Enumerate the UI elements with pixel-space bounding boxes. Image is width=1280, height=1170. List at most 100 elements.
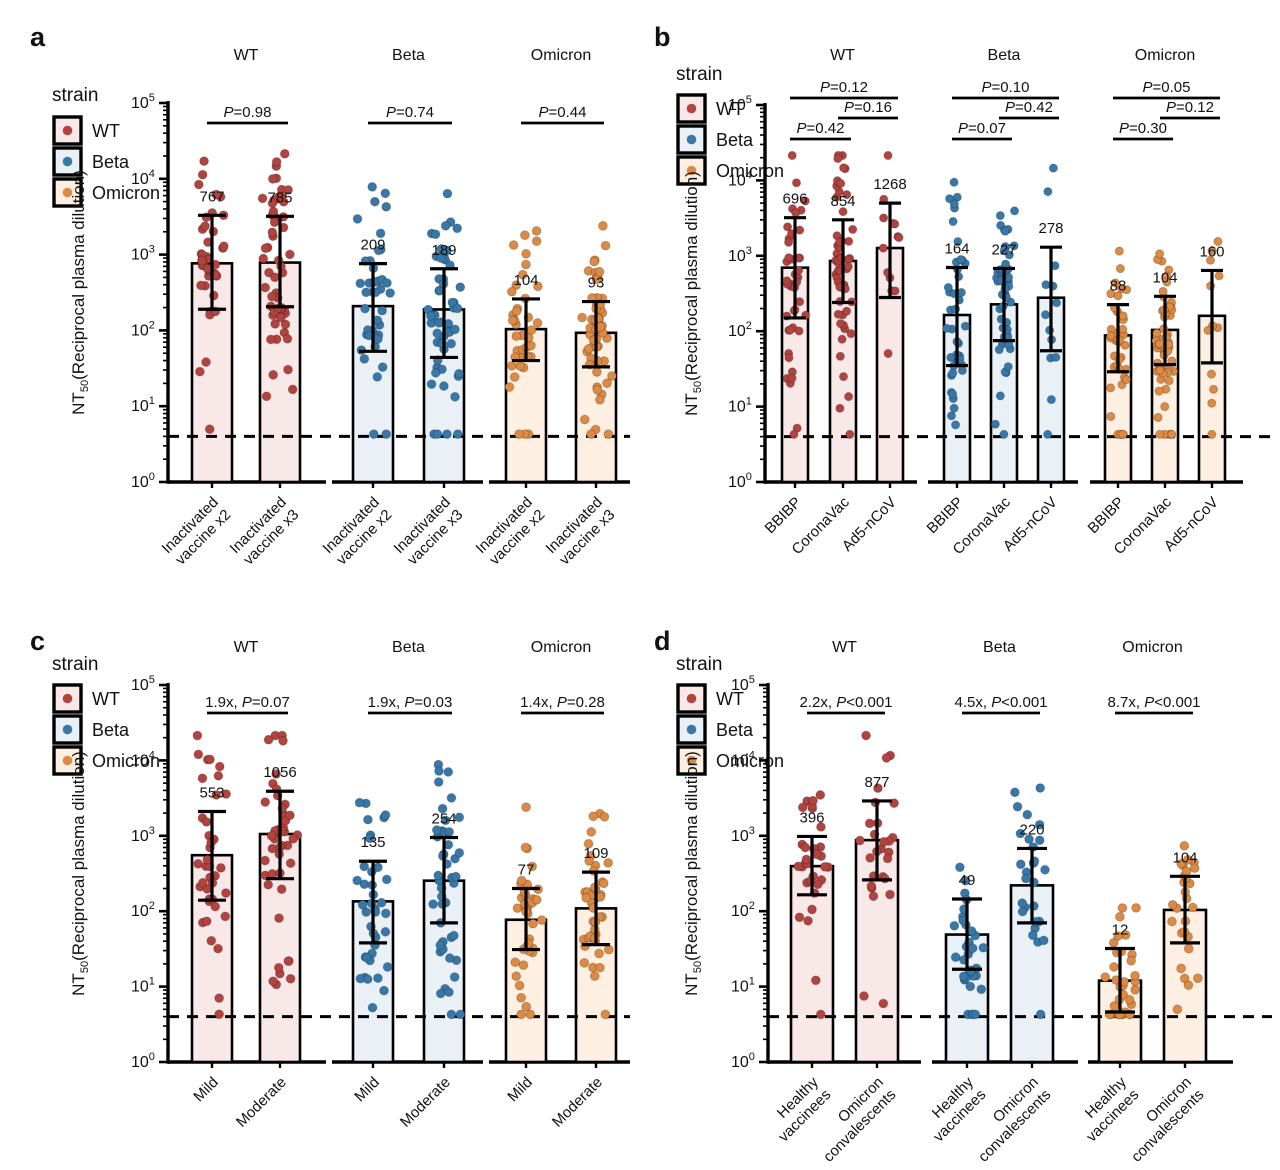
scatter-dots xyxy=(423,188,466,439)
data-point xyxy=(274,913,284,924)
data-point xyxy=(201,357,211,367)
data-point xyxy=(288,833,299,844)
data-point xyxy=(279,148,290,159)
data-point xyxy=(1205,255,1216,265)
data-point xyxy=(1015,828,1026,839)
data-point xyxy=(359,861,370,872)
data-point xyxy=(797,802,808,813)
data-point xyxy=(197,169,208,180)
strain-group-title: WT xyxy=(830,47,855,64)
data-point xyxy=(1024,834,1034,845)
data-point xyxy=(377,362,388,373)
legend-swatch-omicron xyxy=(676,155,707,186)
bar-value-label: 49 xyxy=(959,872,976,889)
data-point xyxy=(380,926,391,937)
data-point xyxy=(599,811,610,822)
legend-label: Omicron xyxy=(92,183,160,203)
data-point xyxy=(603,429,614,439)
data-point xyxy=(1034,835,1045,846)
data-point xyxy=(946,411,957,421)
y-tick-label: 102 xyxy=(728,320,752,340)
data-point xyxy=(791,208,801,218)
strain-group-title: Beta xyxy=(392,47,425,64)
data-point xyxy=(352,214,363,224)
data-point xyxy=(454,847,465,858)
y-tick-label: 103 xyxy=(131,825,155,845)
legend-label: Beta xyxy=(92,720,130,740)
p-value-label: P=0.05 xyxy=(1143,79,1191,96)
data-point xyxy=(1176,858,1187,869)
data-point xyxy=(1154,249,1165,259)
data-point xyxy=(1181,866,1192,877)
data-point xyxy=(510,957,521,968)
data-point xyxy=(518,960,529,971)
data-point xyxy=(795,297,805,307)
bar-value-label: 104 xyxy=(1152,269,1177,286)
x-tick-label: BBIBP xyxy=(762,494,805,537)
x-tick-label: Moderate xyxy=(233,1074,290,1131)
data-point xyxy=(380,810,391,820)
bar-value-label: 1056 xyxy=(263,764,296,781)
data-point xyxy=(214,761,225,772)
data-point xyxy=(362,974,373,985)
data-point xyxy=(589,971,600,982)
data-point xyxy=(431,825,442,835)
data-point xyxy=(1034,819,1045,830)
data-point xyxy=(794,326,804,336)
data-point xyxy=(1164,376,1174,386)
p-value-label: 1.9x, P=0.03 xyxy=(368,694,453,711)
data-point xyxy=(949,920,960,931)
data-point xyxy=(372,371,383,382)
data-point xyxy=(866,881,877,891)
data-point xyxy=(287,384,298,395)
data-point xyxy=(1126,955,1137,966)
data-point xyxy=(278,735,288,746)
data-point xyxy=(269,217,280,228)
data-point xyxy=(784,253,794,263)
y-tick-label: 105 xyxy=(131,674,155,694)
data-point xyxy=(845,429,855,439)
data-point xyxy=(865,852,876,863)
bar-value-label: 160 xyxy=(1199,243,1224,260)
data-point xyxy=(1124,994,1135,1005)
data-point xyxy=(455,282,466,293)
data-point xyxy=(531,894,542,905)
data-point xyxy=(381,429,392,439)
y-tick-label: 101 xyxy=(131,395,155,415)
legend-dot-wt xyxy=(62,693,73,704)
data-point xyxy=(280,319,291,330)
legend-dot-beta xyxy=(686,724,697,735)
data-point xyxy=(532,318,543,328)
data-point xyxy=(878,243,888,253)
data-point xyxy=(794,912,805,923)
legend-label: WT xyxy=(92,121,120,141)
data-point xyxy=(511,971,522,982)
data-point xyxy=(1208,384,1219,394)
data-point xyxy=(276,312,286,323)
x-tick-label: BBIBP xyxy=(924,494,967,537)
bar-value-label: 785 xyxy=(267,189,292,206)
legend-label: WT xyxy=(92,689,120,709)
data-point xyxy=(579,957,590,968)
data-point xyxy=(210,901,221,912)
p-value-label: 8.7x, P<0.001 xyxy=(1108,694,1201,711)
data-point xyxy=(444,826,455,837)
data-point xyxy=(1110,278,1120,288)
data-point xyxy=(507,315,518,326)
data-point xyxy=(1131,902,1141,913)
bar-value-label: 135 xyxy=(360,834,385,851)
data-point xyxy=(220,911,231,922)
data-point xyxy=(355,278,366,289)
data-point xyxy=(950,420,961,430)
data-point xyxy=(835,319,846,329)
data-point xyxy=(525,1009,536,1020)
data-point xyxy=(432,429,443,439)
data-point xyxy=(205,754,215,765)
data-point xyxy=(1130,984,1141,995)
strain-group-title: Omicron xyxy=(1122,639,1182,656)
p-value-label: P=0.12 xyxy=(1166,99,1214,116)
data-point xyxy=(516,992,527,1003)
y-tick-label: 102 xyxy=(731,900,755,920)
data-point xyxy=(795,225,805,235)
data-point xyxy=(511,280,522,291)
